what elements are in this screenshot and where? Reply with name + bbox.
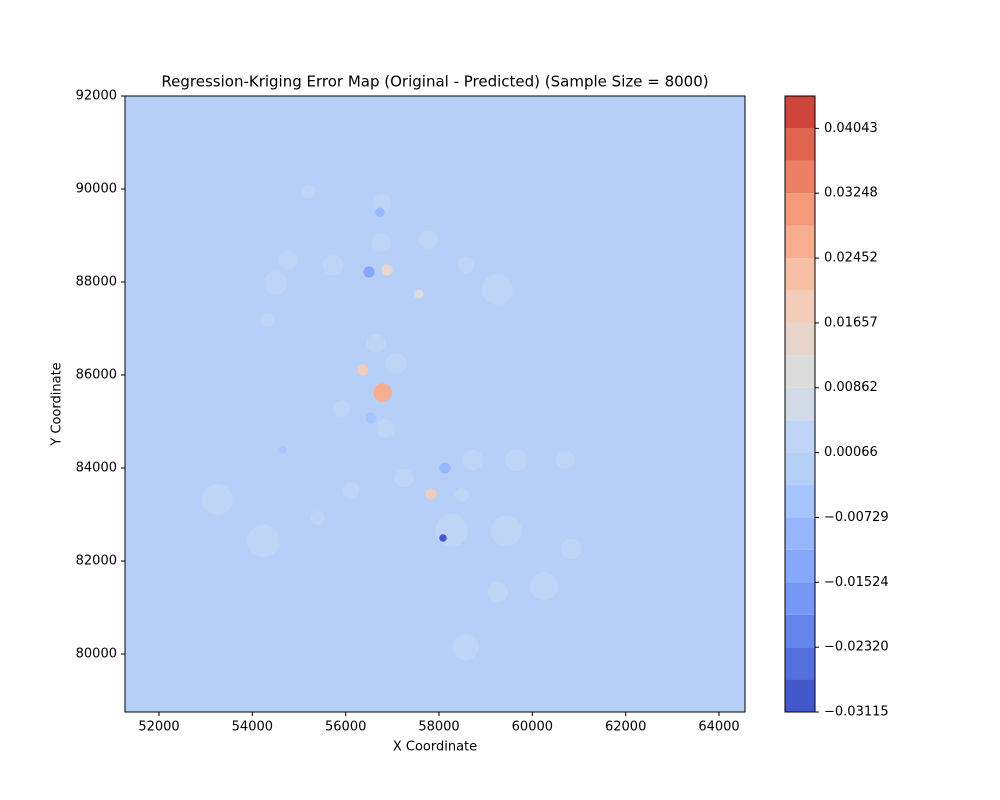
- colorbar-band: [785, 258, 815, 291]
- x-tick-label: 62000: [605, 720, 646, 735]
- contour-spot: [490, 515, 522, 547]
- colorbar-band: [785, 549, 815, 583]
- y-tick-label: 84000: [76, 461, 117, 476]
- contour-spot: [418, 230, 438, 249]
- contour-spot: [376, 419, 395, 438]
- colorbar-band: [785, 420, 815, 453]
- colorbar-frame: [784, 95, 816, 713]
- contour-spot: [555, 450, 575, 469]
- colorbar-tick-label: −0.03115: [824, 705, 889, 720]
- y-axis-label: Y Coordinate: [50, 362, 65, 446]
- contour-spot: [425, 488, 437, 500]
- contour-spot: [439, 534, 447, 542]
- contour-spot: [394, 468, 414, 488]
- contour-spot: [322, 255, 344, 276]
- chart-title: Regression-Kriging Error Map (Original -…: [161, 73, 708, 91]
- contour-spot: [371, 233, 391, 252]
- background-field: [125, 96, 745, 712]
- contour-spot: [530, 572, 559, 601]
- x-tick-label: 58000: [418, 720, 459, 735]
- colorbar-band: [785, 225, 815, 259]
- contour-spot: [260, 313, 275, 328]
- contour-spot: [375, 207, 385, 217]
- contour-spot: [365, 412, 377, 424]
- colorbar-band: [785, 193, 815, 226]
- contour-spot: [373, 383, 392, 402]
- contour-spot: [481, 274, 513, 305]
- colorbar-tick-label: −0.01524: [824, 575, 889, 590]
- colorbar-tick-label: 0.00066: [824, 445, 878, 460]
- contour-spot: [505, 448, 528, 472]
- colorbar-band: [785, 128, 815, 161]
- colorbar-band: [785, 322, 815, 356]
- y-tick-label: 86000: [76, 368, 117, 383]
- contour-spot: [201, 484, 233, 515]
- colorbar-band: [785, 679, 815, 712]
- colorbar-tick-label: −0.00729: [824, 510, 889, 525]
- contour-spot: [454, 488, 469, 502]
- x-tick-label: 56000: [325, 720, 366, 735]
- colorbar-band: [785, 452, 815, 486]
- x-tick-label: 52000: [138, 720, 179, 735]
- colorbar-band: [785, 96, 815, 129]
- contour-spot: [462, 449, 483, 471]
- colorbar-band: [785, 387, 815, 421]
- x-axis-label: X Coordinate: [393, 740, 477, 755]
- y-tick-label: 82000: [76, 554, 117, 569]
- y-tick-label: 90000: [76, 182, 117, 197]
- y-tick-label: 80000: [76, 647, 117, 662]
- contour-spot: [247, 524, 280, 558]
- contour-spot: [264, 271, 288, 295]
- contour-spot: [385, 353, 407, 374]
- contour-spot: [372, 193, 392, 213]
- contour-spot: [560, 538, 582, 560]
- contour-spot: [310, 511, 325, 526]
- contour-spot: [357, 364, 369, 376]
- colorbar-tick-label: −0.02320: [824, 640, 889, 655]
- colorbar-band: [785, 582, 815, 615]
- colorbar-band: [785, 647, 815, 680]
- contour-spot: [439, 462, 451, 474]
- colorbar-band: [785, 614, 815, 648]
- contour-spot: [381, 264, 393, 276]
- plot-frame: [124, 95, 746, 713]
- x-tick-label: 64000: [698, 720, 739, 735]
- axes: 52000 54000 56000 58000 60000 62000 64000 80000…: [76, 89, 889, 735]
- contour-spot: [366, 334, 386, 353]
- contour-spot: [301, 184, 316, 199]
- colorbar-tick-label: 0.04043: [824, 121, 878, 136]
- y-tick-label: 88000: [76, 275, 117, 290]
- colorbar-band: [785, 160, 815, 194]
- contour-spot: [452, 634, 479, 661]
- contour-spot: [363, 266, 375, 278]
- y-tick-label: 92000: [76, 89, 117, 104]
- contour-spot: [279, 446, 287, 454]
- contour-spot: [457, 256, 475, 274]
- colorbar-band: [785, 517, 815, 550]
- colorbar-band: [785, 290, 815, 323]
- contour-spot: [278, 250, 298, 270]
- contour-spot: [342, 481, 360, 499]
- contour-spot: [487, 581, 509, 603]
- colorbar-tick-label: 0.03248: [824, 186, 878, 201]
- colorbar-tick-label: 0.00862: [824, 380, 878, 395]
- colorbar-band: [785, 355, 815, 388]
- colorbar-tick-label: 0.02452: [824, 251, 878, 266]
- x-tick-label: 54000: [232, 720, 273, 735]
- plot-area: [125, 96, 745, 712]
- colorbar-band: [785, 485, 815, 518]
- contour-spot: [414, 289, 424, 299]
- x-tick-label: 60000: [512, 720, 553, 735]
- colorbar-tick-label: 0.01657: [824, 315, 878, 330]
- contour-spot: [333, 400, 350, 417]
- contour-spot: [435, 514, 468, 547]
